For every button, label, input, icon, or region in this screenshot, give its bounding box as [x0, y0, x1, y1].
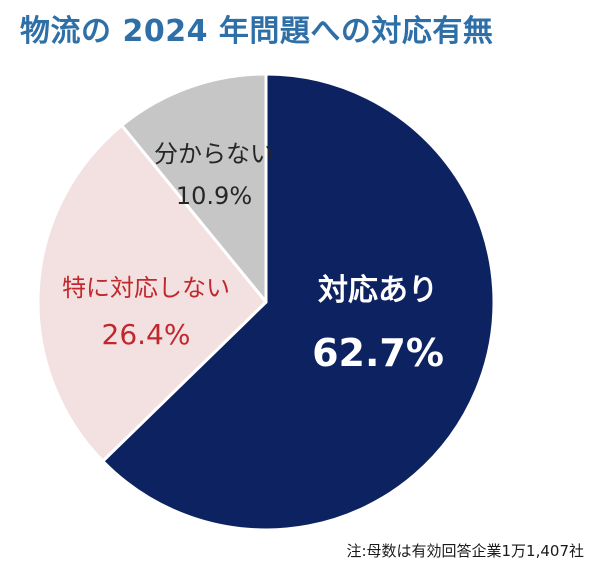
- chart-title: 物流の 2024 年問題への対応有無: [20, 14, 494, 49]
- pie-slices: [36, 72, 496, 532]
- pie-slice-1: [101, 72, 496, 532]
- slice-label-2: 特に対応しない: [62, 274, 230, 302]
- pie-labels: 対応あり 62.7% 特に対応しない 26.4% 分からない 10.9%: [62, 140, 444, 375]
- slice-value-1: 62.7%: [312, 331, 444, 375]
- slice-label-1: 対応あり: [318, 273, 438, 308]
- pie-chart: 対応あり 62.7% 特に対応しない 26.4% 分からない 10.9%: [36, 72, 496, 532]
- slice-label-3: 分からない: [154, 140, 274, 168]
- pie-slice-3: [120, 72, 268, 304]
- pie-slice-2: [36, 123, 268, 463]
- footnote: 注:母数は有効回答企業1万1,407社: [346, 542, 584, 560]
- slice-value-3: 10.9%: [176, 182, 252, 210]
- slice-value-2: 26.4%: [102, 318, 191, 351]
